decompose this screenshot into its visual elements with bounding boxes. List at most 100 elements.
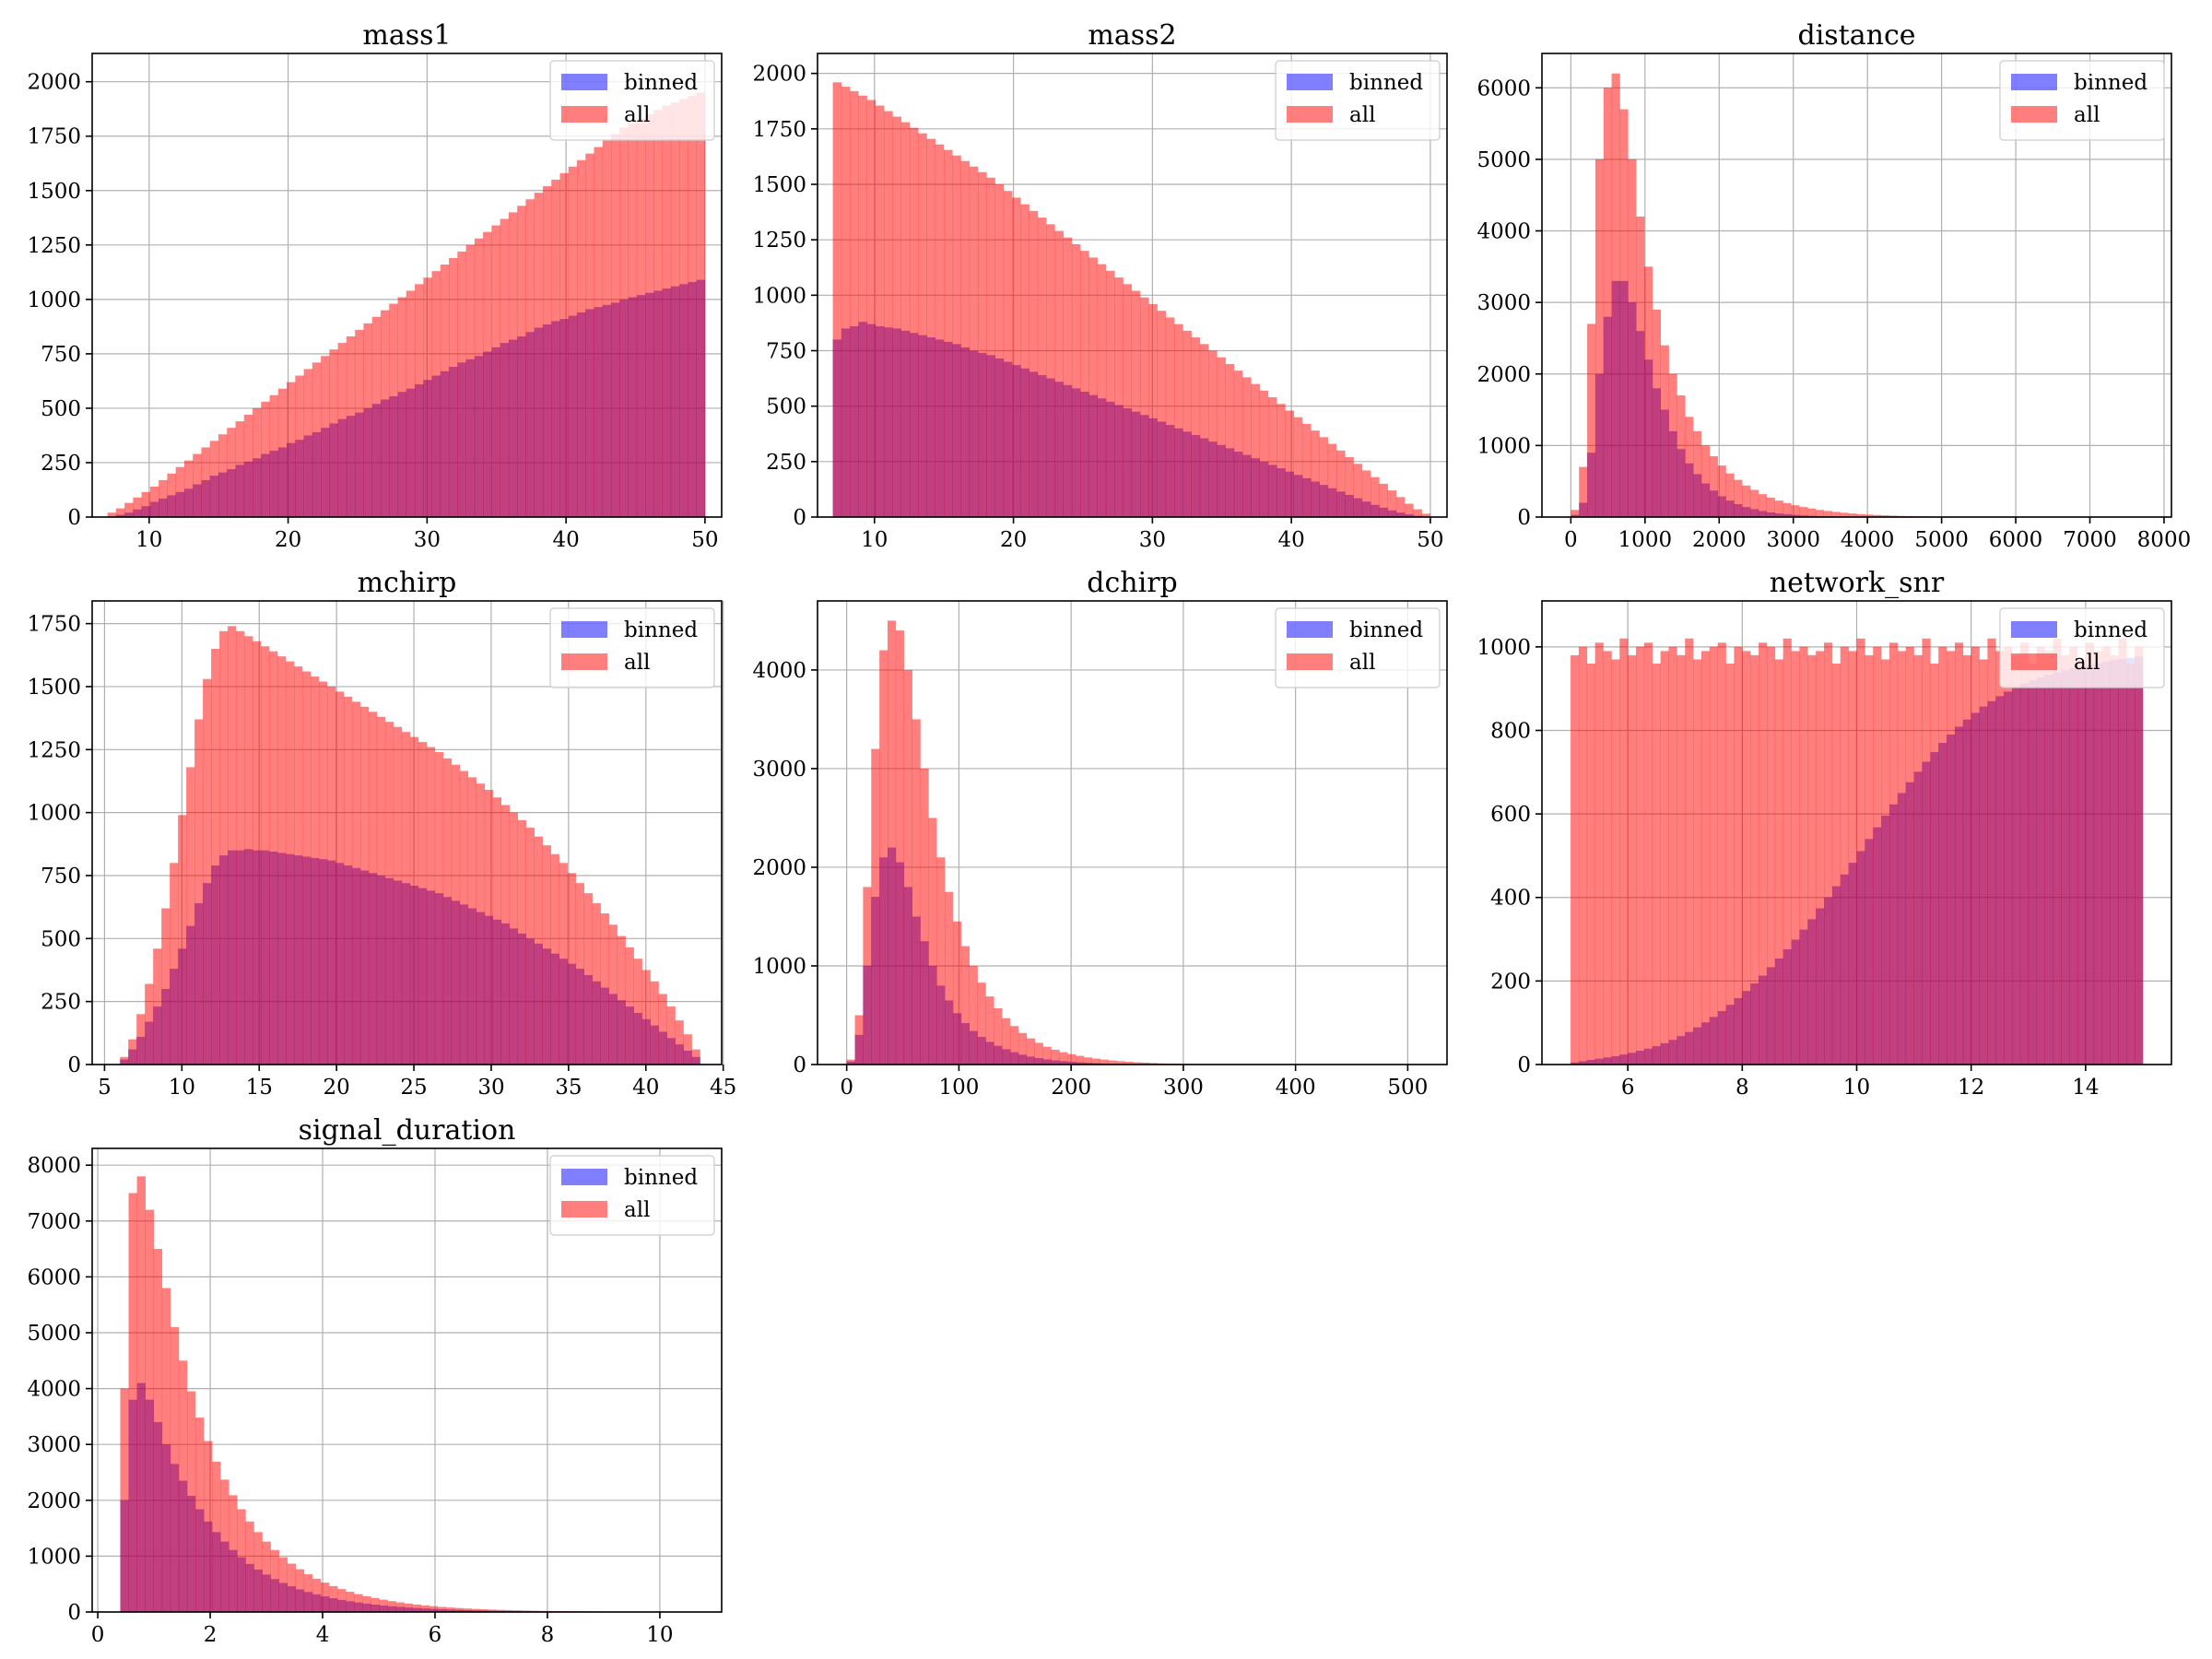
bar-all — [1267, 397, 1277, 517]
bar-all — [1947, 651, 1956, 1065]
y-tick-label: 2000 — [1477, 363, 1531, 387]
y-tick-label: 750 — [41, 865, 81, 888]
bar-all — [229, 1495, 238, 1612]
bar-all — [145, 983, 154, 1065]
bar-all — [1848, 651, 1857, 1065]
x-tick-label: 10 — [169, 1076, 195, 1100]
y-tick-label: 1500 — [27, 180, 81, 204]
bar-all — [261, 401, 270, 517]
bar-all — [488, 1609, 497, 1612]
bar-all — [228, 626, 237, 1065]
bar-all — [945, 891, 954, 1065]
bar-all — [269, 394, 279, 517]
bar-all — [2085, 642, 2095, 1065]
bar-all — [1603, 88, 1612, 517]
legend-label-all: all — [1349, 651, 1375, 675]
bar-all — [1799, 507, 1808, 517]
bar-all — [1652, 663, 1661, 1065]
bar-all — [1067, 1053, 1077, 1065]
bar-all — [253, 641, 262, 1065]
bar-all — [1677, 395, 1686, 517]
bar-all — [517, 206, 526, 517]
bar-all — [1700, 651, 1711, 1065]
bar-all — [1012, 197, 1021, 517]
bar-all — [128, 1039, 137, 1065]
bar-all — [237, 1509, 246, 1612]
bar-all — [346, 1592, 355, 1612]
bar-all — [1594, 159, 1605, 517]
bar-all — [534, 193, 544, 517]
x-tick-label: 2000 — [1692, 528, 1747, 552]
bar-all — [928, 818, 937, 1065]
panel-title: signal_duration — [299, 1114, 516, 1147]
x-tick-label: 100 — [938, 1076, 979, 1100]
bar-all — [195, 1418, 205, 1612]
legend-swatch-all — [561, 653, 607, 670]
bar-all — [2004, 646, 2013, 1065]
bar-all — [412, 1604, 421, 1612]
legend-swatch-binned — [1287, 621, 1333, 638]
y-tick-label: 1750 — [27, 125, 81, 149]
bar-all — [1042, 1046, 1052, 1065]
bar-all — [220, 1479, 229, 1612]
bar-all — [611, 134, 620, 517]
bar-all — [2135, 646, 2144, 1065]
bar-all — [471, 1608, 480, 1612]
bar-all — [359, 706, 370, 1065]
axes-frame — [1541, 53, 2172, 518]
bar-all — [141, 491, 151, 517]
bar-all — [1345, 457, 1354, 517]
bar-all — [384, 722, 394, 1065]
bar-all — [978, 171, 987, 518]
y-tick-label: 200 — [1490, 970, 1531, 994]
bar-all — [500, 805, 511, 1065]
bar-all — [467, 777, 477, 1065]
bar-all — [1379, 483, 1388, 517]
bar-all — [1856, 513, 1865, 517]
bar-all — [1700, 445, 1711, 517]
panel-title: mass1 — [362, 19, 451, 52]
bar-all — [525, 828, 535, 1065]
bar-all — [2101, 646, 2111, 1065]
bar-all — [1660, 651, 1669, 1065]
bar-all — [1251, 383, 1260, 517]
bar-all — [1815, 510, 1825, 517]
bar-all — [2053, 638, 2062, 1065]
bar-all — [1217, 357, 1226, 517]
bar-all — [1051, 1049, 1060, 1065]
bar-all — [303, 1574, 313, 1612]
bar-all — [508, 212, 518, 518]
y-tick-label: 0 — [1517, 1053, 1531, 1077]
y-tick-label: 6000 — [27, 1265, 81, 1289]
bar-all — [1140, 297, 1149, 517]
bar-all — [1717, 465, 1726, 517]
bar-all — [960, 160, 971, 517]
y-tick-label: 0 — [67, 506, 81, 530]
series-all — [846, 620, 1256, 1065]
bar-all — [854, 1015, 864, 1065]
bar-all — [491, 225, 500, 517]
x-tick-label: 3000 — [1766, 528, 1820, 552]
bar-all — [236, 630, 245, 1065]
bar-all — [617, 935, 626, 1065]
bar-all — [1259, 390, 1269, 517]
legend-swatch-all — [561, 106, 607, 123]
y-tick-label: 250 — [41, 991, 81, 1015]
bar-all — [1579, 466, 1588, 517]
bar-all — [1913, 654, 1923, 1065]
bar-all — [175, 466, 185, 517]
legend-swatch-binned — [561, 74, 607, 90]
bar-all — [329, 349, 338, 517]
bar-all — [1371, 477, 1380, 517]
x-tick-label: 6 — [1621, 1076, 1635, 1100]
bar-all — [895, 630, 905, 1065]
y-tick-label: 1000 — [27, 802, 81, 826]
bar-all — [1018, 1032, 1028, 1065]
bar-all — [343, 696, 353, 1065]
bar-all — [2077, 659, 2087, 1065]
panel-distance: 0 1000 2000 3000 4000 5000 6000 7000 8000 0 1000 20… — [1477, 19, 2191, 552]
bar-all — [1054, 230, 1064, 517]
bar-all — [1930, 663, 1939, 1065]
bar-all — [1938, 646, 1947, 1065]
bar-all — [2126, 663, 2136, 1065]
